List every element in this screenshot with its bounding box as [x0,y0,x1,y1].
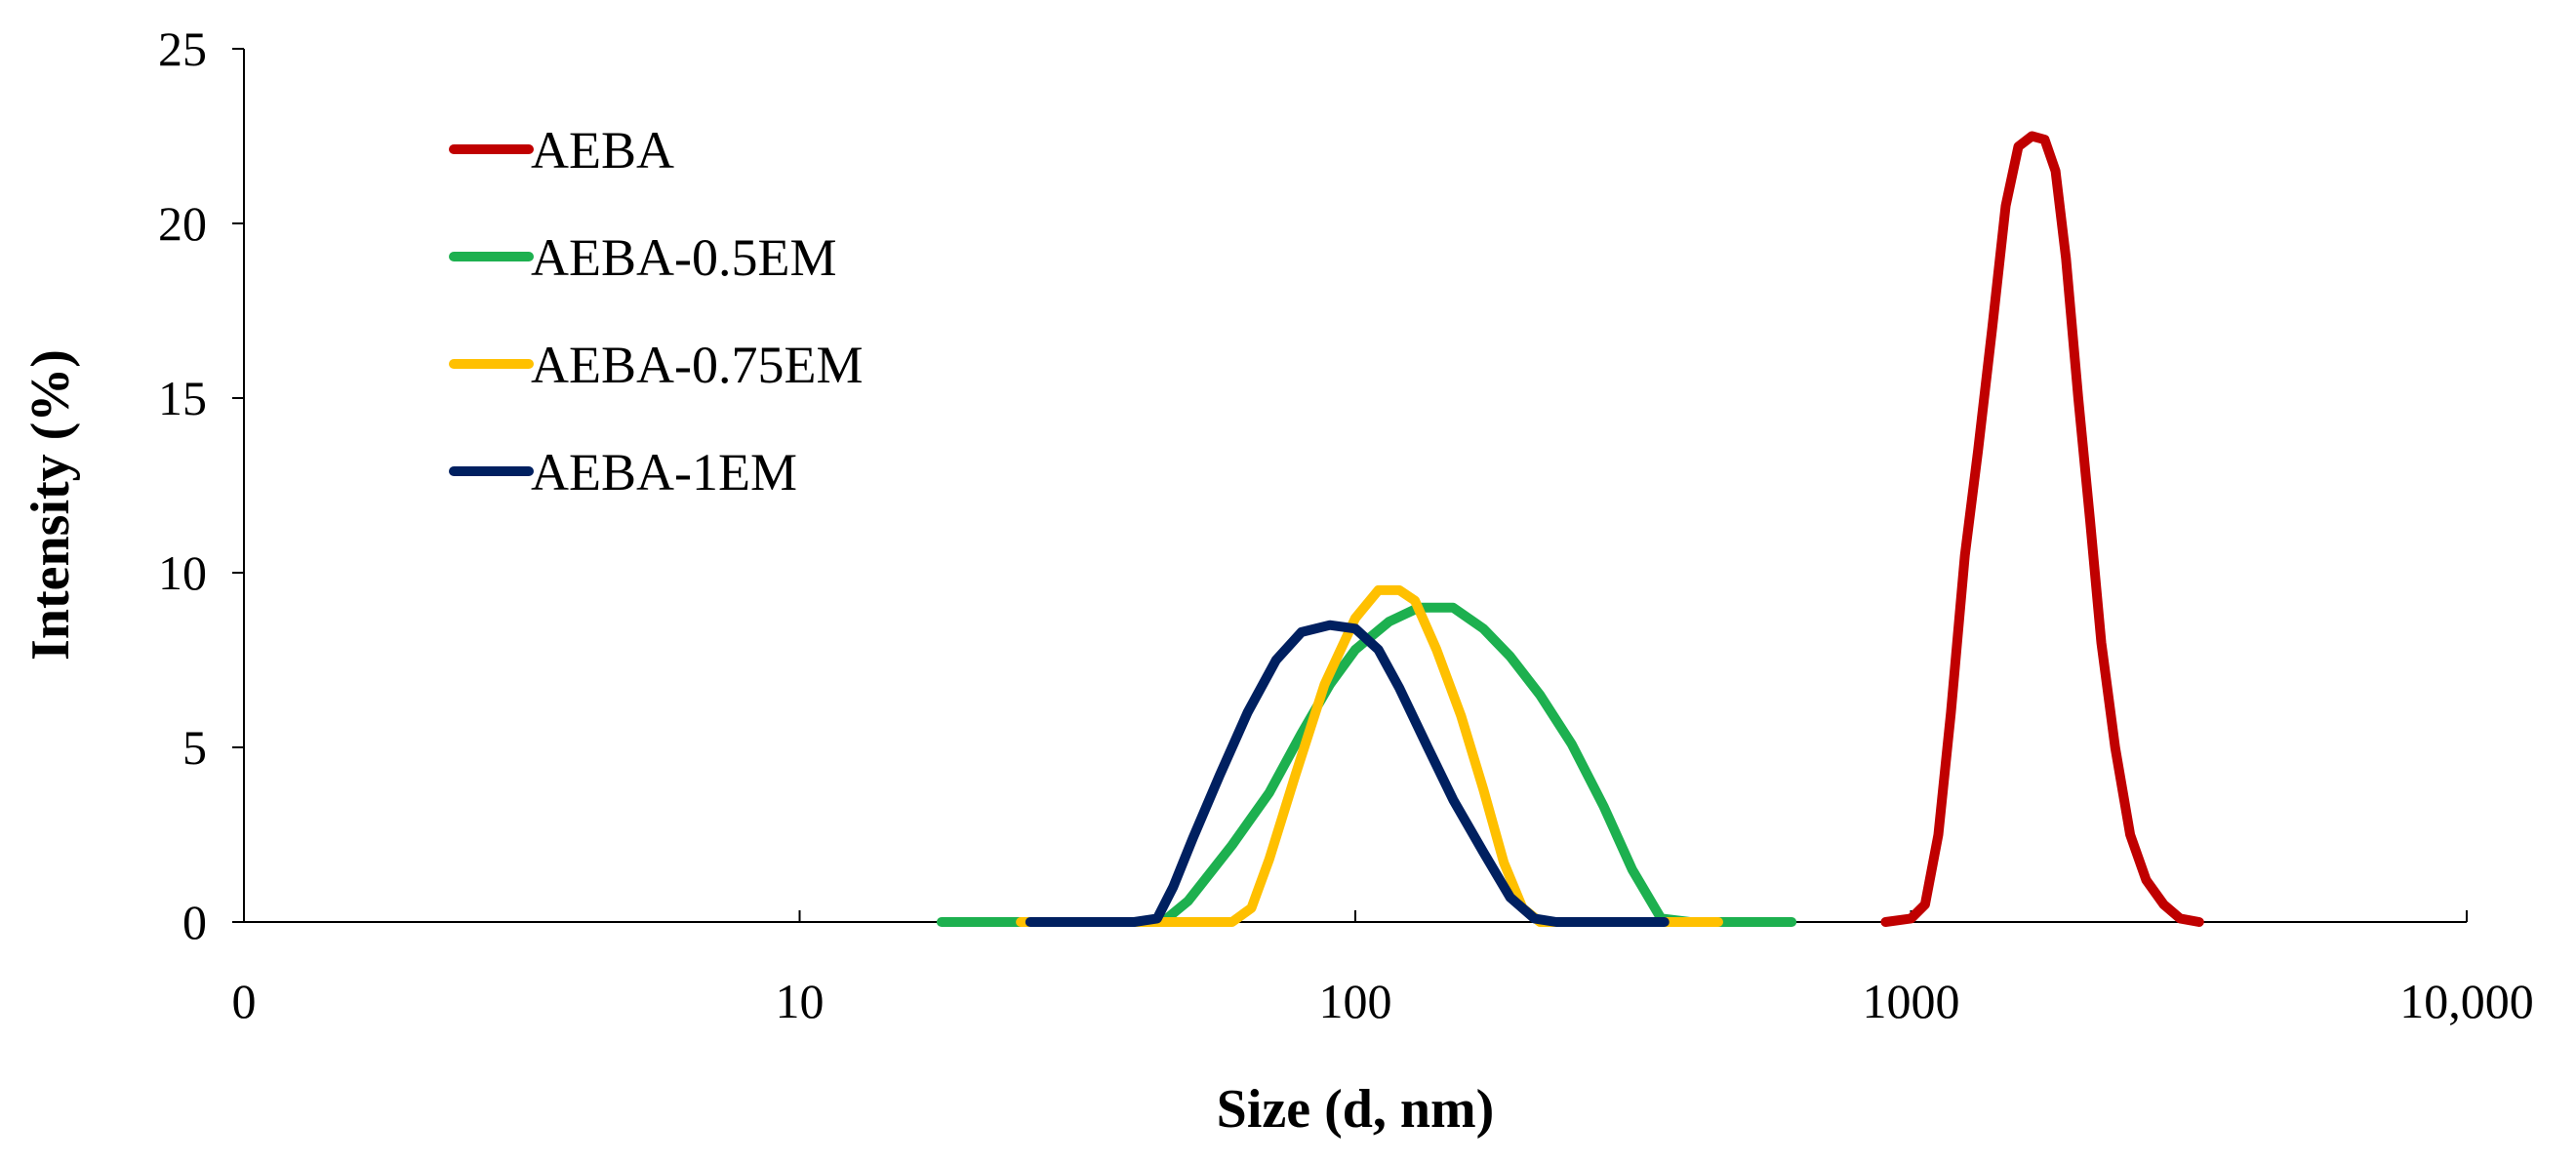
y-tick-label: 20 [158,196,207,251]
legend: AEBA AEBA-0.5EM AEBA-0.75EM AEBA-1EM [449,121,863,501]
legend-label: AEBA-0.5EM [531,228,836,287]
legend-label: AEBA-0.75EM [531,336,863,394]
legend-label: AEBA-1EM [531,443,797,501]
axes: 0 10 100 1000 10,000 0 5 10 15 20 25 [158,21,2534,1028]
series-line-1 [1880,131,2204,927]
x-tick-label: 10 [776,974,825,1028]
series-line-2 [936,602,1797,927]
x-tick-label: 1000 [1863,974,1960,1028]
y-tick-label: 5 [182,720,207,775]
legend-label: AEBA [531,121,674,180]
x-tick-label: 100 [1319,974,1392,1028]
x-tick-label: 10,000 [2399,974,2534,1028]
y-tick-label: 25 [158,21,207,76]
y-tick-label: 0 [182,895,207,949]
y-axis-title: Intensity (%) [20,349,81,661]
x-axis-title: Size (d, nm) [1217,1079,1495,1140]
x-ticks: 0 10 100 1000 10,000 [232,910,2534,1028]
y-tick-label: 15 [158,371,207,425]
x-tick-label: 0 [232,974,257,1028]
series-line-4 [1025,620,1670,927]
series-layer [936,131,2204,927]
y-ticks: 0 5 10 15 20 25 [158,21,244,949]
y-tick-label: 10 [158,545,207,600]
